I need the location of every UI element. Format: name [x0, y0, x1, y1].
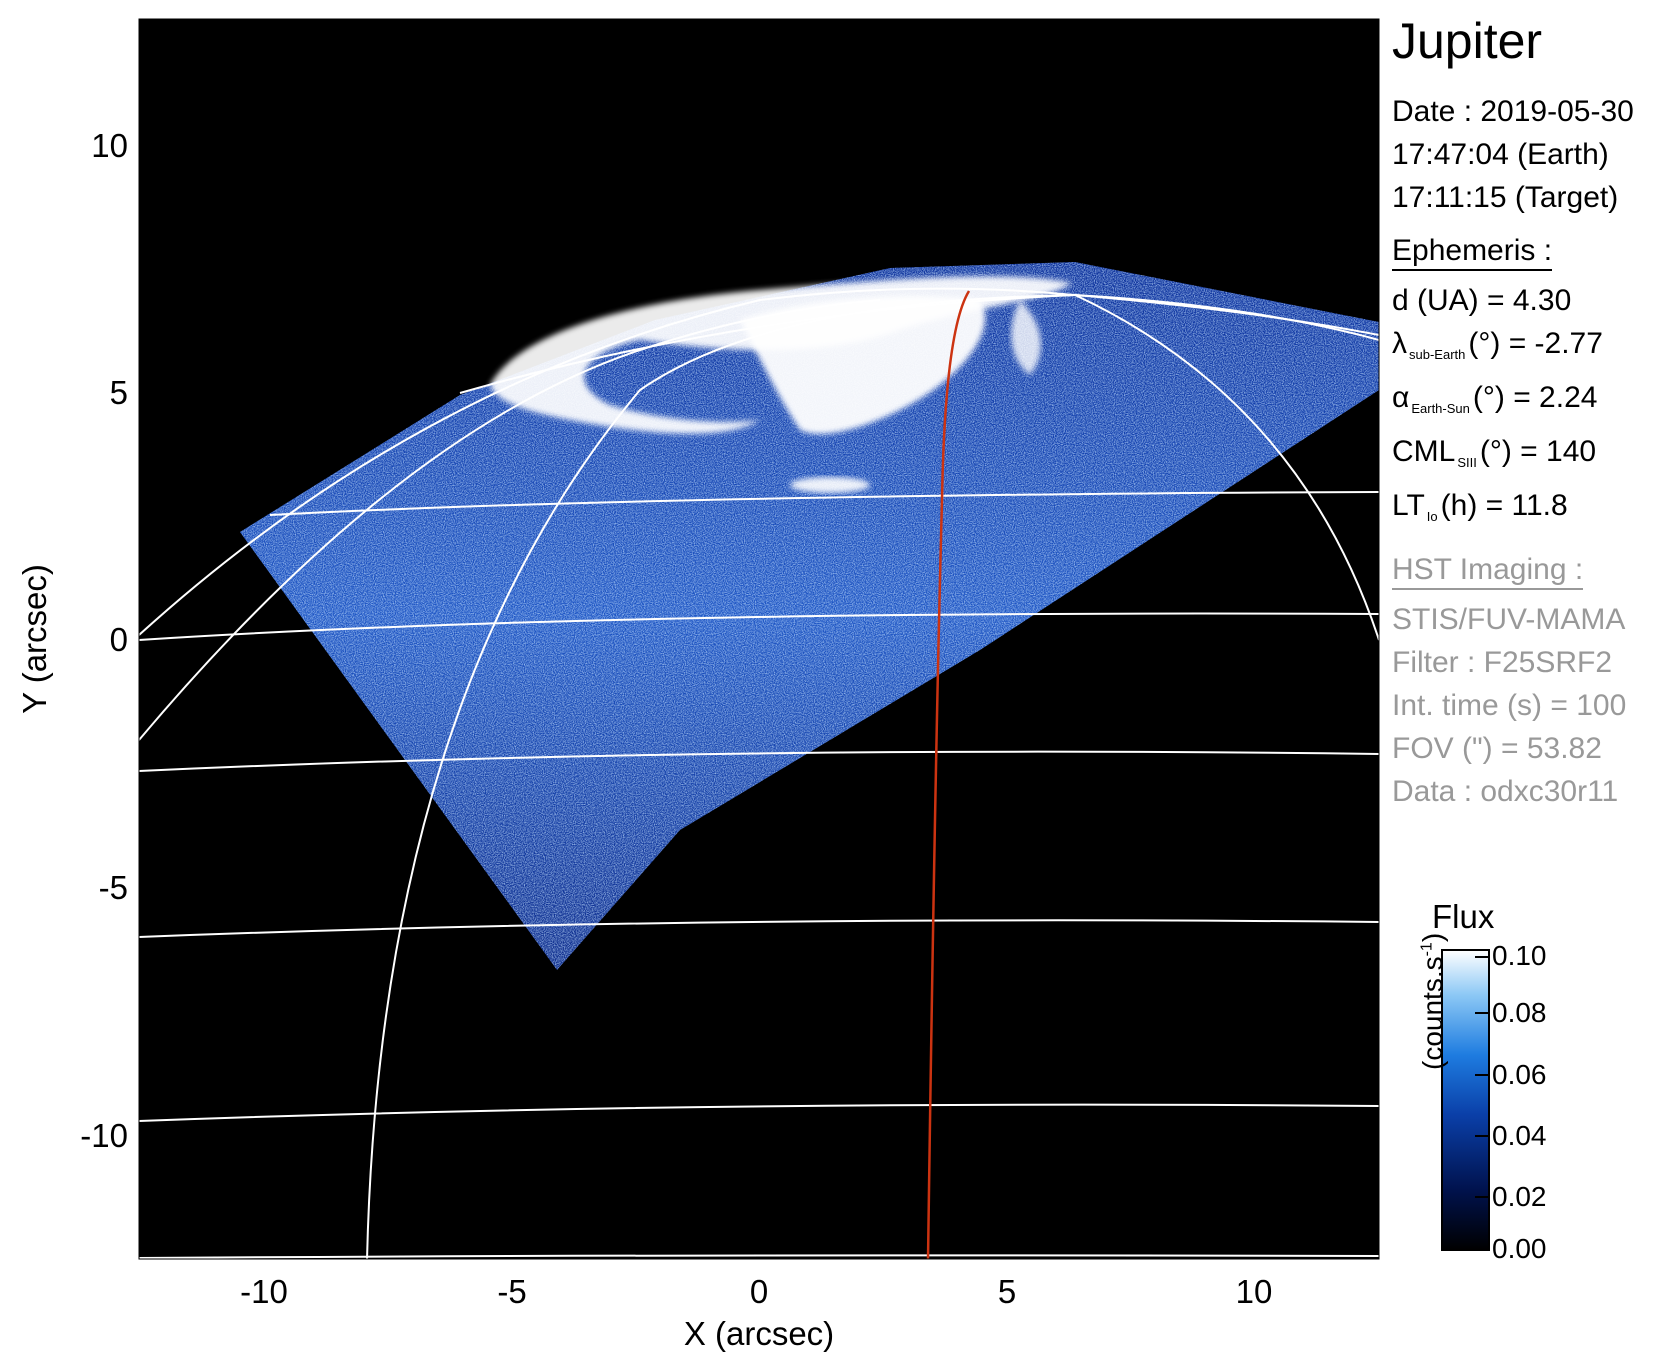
io-local-time: LT Io (h) = 11.8: [1392, 489, 1568, 524]
info-panel: Jupiter Date : 2019-05-30 17:47:04 (Eart…: [1392, 12, 1672, 813]
x-tick-label: 5: [998, 1273, 1016, 1310]
colorbar-tick-label: 0.06: [1492, 1059, 1547, 1090]
y-tick-label: 0: [110, 621, 128, 658]
colorbar-tick-label: 0.00: [1492, 1233, 1547, 1264]
colorbar-tick-label: 0.02: [1492, 1181, 1547, 1212]
colorbar-unit-label: (counts.s-1): [1417, 932, 1448, 1070]
sub-earth-latitude: λ sub-Earth (°) = -2.77: [1392, 327, 1603, 362]
colorbar-tick-label: 0.10: [1492, 940, 1547, 971]
x-tick-label: -5: [497, 1273, 526, 1310]
dataset-id: Data : odxc30r11: [1392, 775, 1619, 808]
central-meridian-longitude: CML SIII (°) = 140: [1392, 435, 1597, 470]
target-name: Jupiter: [1392, 13, 1543, 69]
x-tick-label: 10: [1236, 1273, 1273, 1310]
x-tick-label: -10: [240, 1273, 288, 1310]
colorbar-tick-label: 0.08: [1492, 997, 1547, 1028]
integration-time-value: Int. time (s) = 100: [1392, 689, 1627, 722]
ephemeris-header: Ephemeris :: [1392, 233, 1553, 271]
aurora-emission: [490, 276, 1072, 493]
colorbar-scale: [1441, 949, 1490, 1251]
distance-value: d (UA) = 4.30: [1392, 284, 1572, 317]
colorbar-tick-label: 0.04: [1492, 1120, 1547, 1151]
hst-imaging-header: HST Imaging :: [1392, 552, 1584, 590]
colorbar: [1441, 949, 1490, 1251]
instrument-value: STIS/FUV-MAMA: [1392, 603, 1626, 636]
y-tick-label: 10: [91, 127, 128, 164]
phase-angle: α Earth-Sun (°) = 2.24: [1392, 381, 1598, 416]
y-tick-label: -5: [99, 869, 128, 906]
y-axis-title: Y (arcsec): [16, 564, 53, 714]
io-footprint-trace: [926, 290, 971, 1259]
x-tick-label: 0: [750, 1273, 768, 1310]
target-time: 17:11:15 (Target): [1392, 181, 1619, 214]
x-axis-title: X (arcsec): [684, 1315, 834, 1352]
observation-date: Date : 2019-05-30: [1392, 95, 1634, 128]
earth-time: 17:47:04 (Earth): [1392, 138, 1609, 171]
fov-value: FOV (") = 53.82: [1392, 732, 1602, 765]
planetographic-grid: [139, 287, 1379, 1259]
y-axis: 10 5 0 -5 -10 Y (arcsec): [16, 127, 128, 1154]
colorbar-title: Flux: [1432, 898, 1495, 935]
filter-value: Filter : F25SRF2: [1392, 646, 1613, 679]
y-tick-label: -10: [80, 1117, 128, 1154]
x-axis: -10 -5 0 5 10 X (arcsec): [240, 1273, 1272, 1352]
y-tick-label: 5: [110, 374, 128, 411]
